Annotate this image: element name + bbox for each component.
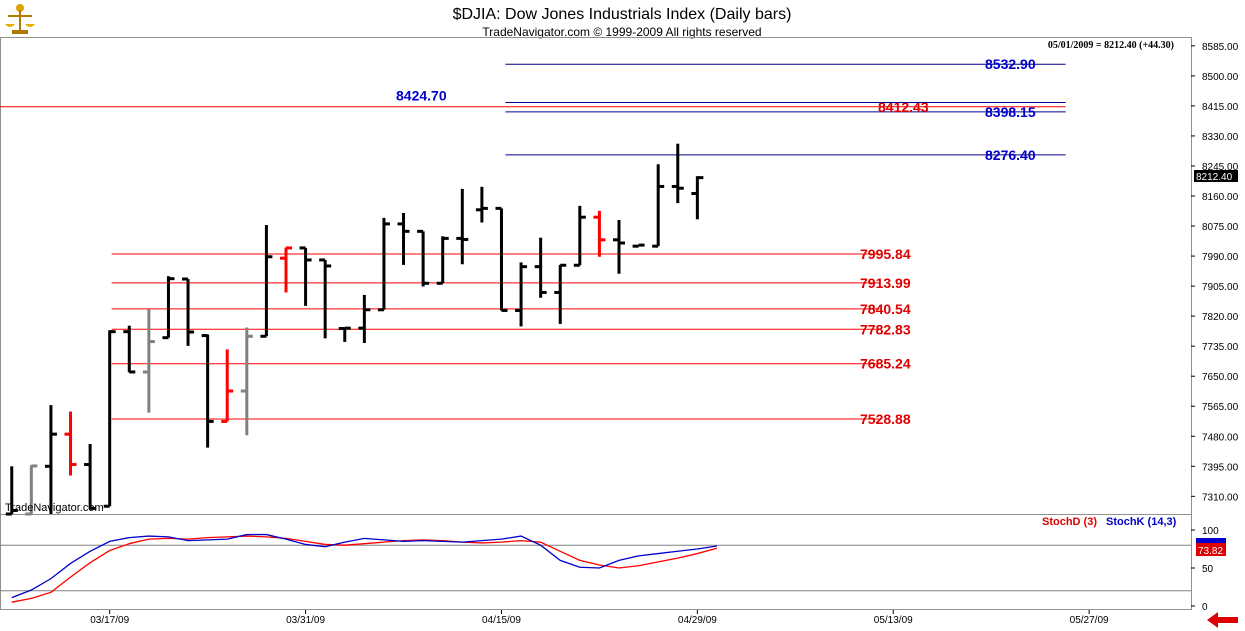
ohlc-bar xyxy=(319,258,332,339)
ohlc-bar xyxy=(162,276,175,340)
stoch-k-badge-bg xyxy=(1196,538,1226,543)
ohlc-bar xyxy=(515,262,528,327)
date-tick-label: 03/31/09 xyxy=(286,615,325,626)
price-tick-label: 8160.00 xyxy=(1202,192,1239,203)
support-level-label: 7685.24 xyxy=(860,356,911,372)
support-level-label: 7528.88 xyxy=(860,411,911,427)
ohlc-bar xyxy=(279,246,292,293)
ohlc-bar xyxy=(554,263,567,324)
price-tick-label: 7650.00 xyxy=(1202,372,1239,383)
stoch-tick-label: 50 xyxy=(1202,564,1214,575)
price-tick-label: 7820.00 xyxy=(1202,312,1239,323)
extra-red-level-label: 8412.43 xyxy=(878,99,929,115)
ohlc-bar xyxy=(397,212,410,265)
date-tick-label: 05/27/09 xyxy=(1070,615,1109,626)
ohlc-bar xyxy=(5,466,18,516)
levels-layer: 7995.84 7913.99 7840.54 7782.83 7685.24 7528.… xyxy=(0,56,1066,427)
price-tick-label: 7395.00 xyxy=(1202,462,1239,473)
ohlc-bar xyxy=(221,349,234,423)
resistance-level-label: 8276.40 xyxy=(985,147,1036,163)
support-level-label: 7840.54 xyxy=(860,301,911,317)
ohlc-bar xyxy=(417,229,430,287)
support-level-label: 7782.83 xyxy=(860,321,911,337)
date-tick-label: 04/15/09 xyxy=(482,615,521,626)
stoch-k-legend: StochK (14,3) xyxy=(1106,516,1177,528)
left-arrow-icon[interactable] xyxy=(1207,612,1238,628)
ohlc-bar xyxy=(377,217,390,312)
ohlc-bar xyxy=(652,164,665,248)
ohlc-bar xyxy=(534,237,547,298)
ohlc-bar xyxy=(240,327,253,436)
brand-label: TradeNavigator.com xyxy=(5,502,104,514)
price-tick-label: 8245.00 xyxy=(1202,162,1239,173)
price-tick-label: 7310.00 xyxy=(1202,492,1239,503)
date-tick-label: 05/13/09 xyxy=(874,615,913,626)
ohlc-bar xyxy=(495,206,508,312)
ohlc-bar xyxy=(691,176,704,220)
price-tick-label: 8075.00 xyxy=(1202,222,1239,233)
chart-title: $DJIA: Dow Jones Industrials Index (Dail… xyxy=(453,6,792,23)
stoch-tick-label: 0 xyxy=(1202,602,1208,613)
price-tick-label: 7905.00 xyxy=(1202,282,1239,293)
chart-subtitle: TradeNavigator.com © 1999-2009 All right… xyxy=(482,25,761,39)
price-badge: 8212.40 xyxy=(1196,172,1233,183)
ohlc-bar xyxy=(613,220,626,274)
ohlc-bar xyxy=(44,405,57,514)
price-tick-label: 8415.00 xyxy=(1202,102,1239,113)
stoch-k-line xyxy=(11,533,718,599)
axis-layer: 8585.00 8500.00 8415.00 8330.00 8245.00 8160.… xyxy=(90,42,1238,626)
extra-blue-level-label: 8424.70 xyxy=(396,87,447,103)
date-tick-label: 03/17/09 xyxy=(90,615,129,626)
support-level-label: 7913.99 xyxy=(860,275,911,291)
price-tick-label: 7735.00 xyxy=(1202,342,1239,353)
resistance-level-label: 8398.15 xyxy=(985,104,1036,120)
stoch-layer xyxy=(0,533,1191,603)
ohlc-bar xyxy=(632,243,645,248)
ohlc-bar xyxy=(201,334,214,448)
ohlc-bar xyxy=(84,444,97,510)
price-tick-label: 7480.00 xyxy=(1202,432,1239,443)
date-tick-label: 04/29/09 xyxy=(678,615,717,626)
stoch-d-badge-bg xyxy=(1196,543,1226,556)
ohlc-bar xyxy=(64,411,77,476)
ohlc-bar xyxy=(456,188,469,265)
stoch-tick-label: 100 xyxy=(1202,526,1219,537)
ohlc-bar xyxy=(573,205,586,267)
price-tick-label: 7990.00 xyxy=(1202,252,1239,263)
ohlc-bar xyxy=(299,246,312,306)
ohlc-bar xyxy=(25,464,38,516)
ohlc-bar xyxy=(671,143,684,204)
ohlc-bar xyxy=(338,326,351,342)
ohlc-bar xyxy=(436,236,449,285)
price-tick-label: 8585.00 xyxy=(1202,42,1239,53)
ohlc-bar xyxy=(182,277,195,346)
stoch-d-line xyxy=(11,535,718,603)
ohlc-bar xyxy=(260,224,273,338)
support-level-label: 7995.84 xyxy=(860,246,911,262)
bars-layer xyxy=(5,143,704,516)
resistance-level-label: 8532.90 xyxy=(985,56,1036,72)
price-tick-label: 8330.00 xyxy=(1202,132,1239,143)
ohlc-bar xyxy=(103,330,116,508)
stoch-d-legend: StochD (3) xyxy=(1042,516,1097,528)
price-badge-bg xyxy=(1194,170,1238,182)
last-quote: 05/01/2009 = 8212.40 (+44.30) xyxy=(1048,40,1174,51)
price-tick-label: 7565.00 xyxy=(1202,402,1239,413)
ohlc-bar xyxy=(142,309,155,413)
scales-icon xyxy=(5,4,35,34)
stoch-badge: 73.82 xyxy=(1198,546,1223,557)
ohlc-bar xyxy=(475,186,488,223)
ohlc-bar xyxy=(358,294,371,343)
ohlc-bar xyxy=(593,210,606,257)
price-tick-label: 8500.00 xyxy=(1202,72,1239,83)
ohlc-bar xyxy=(123,325,136,374)
